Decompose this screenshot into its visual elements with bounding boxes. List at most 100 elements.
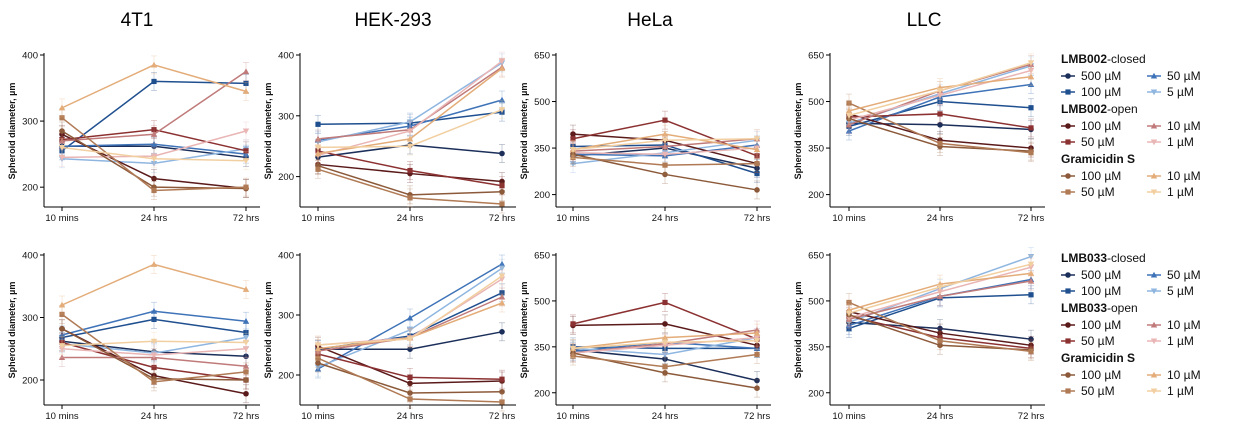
data-point [150, 338, 158, 345]
y-tick-label: 400 [22, 51, 38, 62]
y-axis-label: Spheroid diameter, µm [7, 83, 17, 180]
legend-marker [1150, 189, 1158, 196]
x-tick-label: 24 hrs [397, 213, 424, 224]
data-point [315, 360, 321, 366]
data-point [754, 351, 760, 358]
y-tick-label: 500 [808, 296, 824, 307]
data-point [570, 154, 576, 160]
legend-label: 50 µM [1081, 135, 1115, 149]
data-point [661, 342, 669, 349]
data-point [499, 376, 505, 382]
data-point [150, 131, 158, 137]
data-point [662, 364, 668, 370]
x-tick-label: 72 hrs [233, 213, 260, 224]
data-point [754, 165, 760, 172]
data-point [242, 318, 250, 324]
y-tick-label: 200 [808, 190, 824, 201]
data-point [754, 160, 760, 167]
data-point [406, 135, 414, 142]
data-point [314, 144, 322, 151]
legend-label: 500 µM [1081, 268, 1121, 282]
legend-marker [1065, 372, 1071, 378]
data-point [499, 178, 505, 185]
legend-group-title: LMB002-open [1061, 102, 1138, 116]
data-point [753, 136, 761, 142]
y-axis-label: Spheroid diameter, µm [519, 83, 529, 180]
data-point [150, 61, 158, 68]
data-point [314, 364, 322, 371]
data-point [661, 137, 669, 144]
y-tick-label: 650 [534, 251, 550, 262]
data-point [151, 127, 157, 133]
x-tick-label: 72 hrs [489, 213, 516, 224]
data-point [407, 195, 413, 201]
y-tick-label: 500 [534, 97, 550, 108]
data-point [937, 338, 943, 344]
data-point [314, 150, 322, 157]
column-title-llc: LLC [906, 10, 942, 31]
legend-label: 100 µM [1081, 368, 1121, 382]
data-point [242, 68, 250, 75]
data-point [243, 390, 249, 397]
y-tick-label: 350 [808, 144, 824, 155]
legend-label: 100 µM [1081, 169, 1121, 183]
data-point [1028, 336, 1034, 342]
data-point [662, 356, 668, 362]
data-point [243, 80, 249, 87]
data-point [937, 325, 943, 332]
x-tick-label: 72 hrs [744, 411, 771, 421]
data-point [406, 143, 414, 150]
data-point [937, 111, 943, 117]
data-point [59, 325, 65, 332]
data-point [754, 342, 760, 349]
data-point [242, 150, 250, 157]
data-point [499, 201, 505, 207]
data-point [58, 104, 66, 111]
data-point [845, 310, 853, 317]
data-point [498, 65, 506, 71]
y-tick-label: 200 [808, 388, 824, 399]
data-point [753, 335, 761, 341]
data-point [59, 128, 65, 134]
data-point [937, 121, 943, 128]
legend-label: 1 µM [1167, 135, 1194, 149]
data-point [754, 153, 760, 159]
y-tick-label: 300 [278, 311, 294, 322]
data-point [406, 314, 414, 321]
y-tick-label: 200 [22, 183, 38, 194]
data-point [406, 336, 414, 343]
legend-marker [1150, 288, 1158, 295]
data-point [499, 329, 505, 335]
legend-marker [1150, 72, 1158, 79]
data-point [243, 353, 249, 360]
data-point [753, 326, 761, 333]
legend-label: 50 µM [1167, 268, 1201, 282]
data-point [1027, 73, 1035, 80]
x-tick-label: 24 hrs [927, 411, 954, 421]
legend-label: 50 µM [1167, 69, 1201, 83]
data-point [150, 308, 158, 314]
data-point [937, 140, 943, 147]
data-point [936, 88, 944, 94]
legend-marker [1065, 189, 1071, 195]
data-point [661, 351, 669, 358]
legend-marker [1150, 371, 1158, 378]
data-point [845, 107, 853, 114]
legend-marker [1065, 139, 1071, 145]
x-tick-label: 10 mins [45, 411, 79, 421]
legend-label: 50 µM [1081, 384, 1115, 398]
y-tick-label: 350 [534, 342, 550, 353]
data-point [1028, 150, 1034, 156]
data-point [1027, 264, 1035, 271]
legend-label: 10 µM [1167, 368, 1201, 382]
data-point [406, 327, 414, 334]
data-point [58, 144, 66, 151]
data-point [150, 352, 158, 359]
x-tick-label: 72 hrs [744, 213, 771, 224]
legend-marker [1150, 338, 1158, 345]
data-point [242, 88, 250, 94]
legend-label: 500 µM [1081, 69, 1121, 83]
x-tick-label: 24 hrs [141, 411, 168, 421]
data-point [314, 135, 322, 142]
